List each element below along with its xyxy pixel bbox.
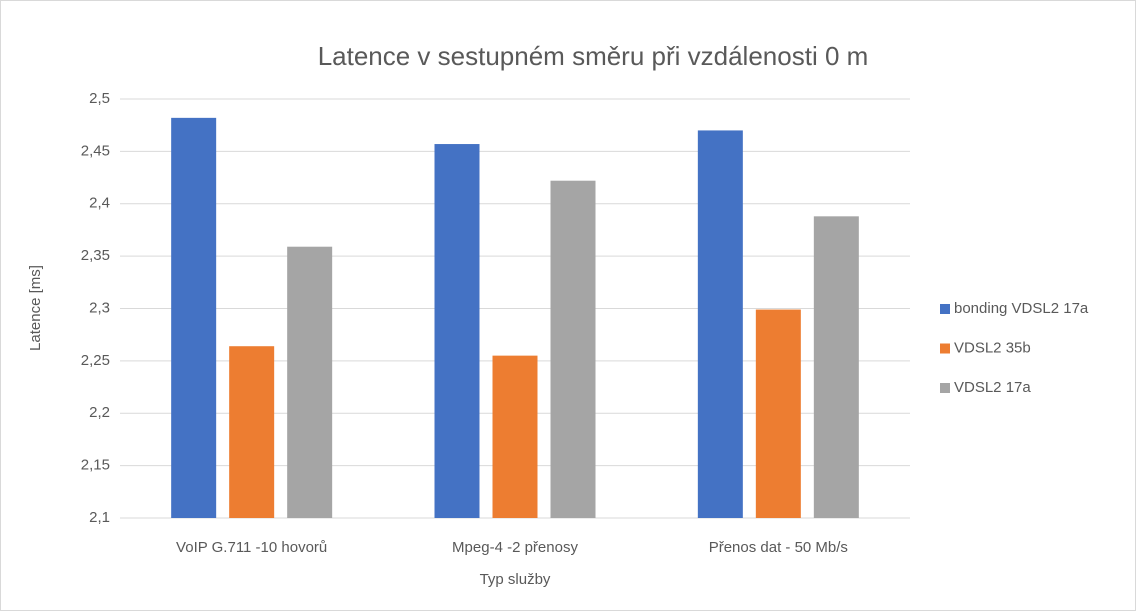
legend-swatch [940, 383, 950, 393]
x-tick-label: Přenos dat - 50 Mb/s [709, 539, 848, 556]
bar [171, 117, 217, 518]
y-tick-label: 2,3 [89, 299, 110, 316]
bar [229, 346, 275, 518]
y-axis-label: Latence [ms] [27, 265, 44, 351]
bar [434, 144, 480, 519]
x-tick-label: VoIP G.711 -10 hovorů [176, 539, 327, 556]
legend-label: VDSL2 17a [954, 379, 1031, 396]
y-tick-label: 2,2 [89, 404, 110, 421]
y-tick-label: 2,35 [81, 247, 110, 264]
y-tick-label: 2,1 [89, 509, 110, 526]
bar [755, 309, 801, 518]
chart-title: Latence v sestupném směru při vzdálenost… [318, 41, 869, 71]
bar [813, 216, 859, 518]
y-tick-label: 2,25 [81, 352, 110, 369]
bar [287, 246, 333, 518]
legend-swatch [940, 343, 950, 354]
x-tick-label: Mpeg-4 -2 přenosy [452, 539, 578, 556]
legend-swatch [940, 304, 950, 314]
bar [550, 180, 596, 518]
x-axis-label: Typ služby [480, 571, 551, 588]
bar [492, 355, 538, 518]
y-tick-label: 2,4 [89, 195, 110, 212]
y-tick-label: 2,45 [81, 142, 110, 159]
bar [697, 130, 743, 519]
y-tick-label: 2,15 [81, 457, 110, 474]
legend-label: bonding VDSL2 17a [954, 300, 1089, 317]
y-tick-label: 2,5 [89, 90, 110, 107]
legend-label: VDSL2 35b [954, 339, 1031, 356]
